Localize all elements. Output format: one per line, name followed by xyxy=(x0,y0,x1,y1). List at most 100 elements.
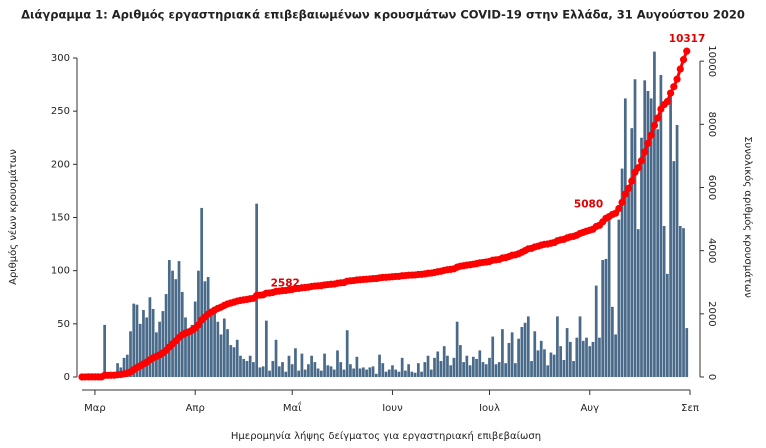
bar xyxy=(420,371,423,377)
bar xyxy=(672,161,676,377)
bar xyxy=(232,347,236,377)
y-tick-label: 250 xyxy=(51,106,70,117)
bar xyxy=(151,308,155,377)
bar xyxy=(653,51,656,378)
y2-tick-label: 2000 xyxy=(706,301,717,326)
bar xyxy=(578,316,582,377)
bar xyxy=(300,353,304,377)
y-tick-label: 150 xyxy=(51,213,70,224)
bar xyxy=(132,303,136,377)
bar xyxy=(219,334,223,377)
bar xyxy=(303,369,307,377)
y-tick-label: 100 xyxy=(51,266,70,277)
bar xyxy=(116,363,119,377)
bar xyxy=(614,334,617,377)
bar xyxy=(436,351,440,377)
bar xyxy=(439,361,443,377)
bar xyxy=(594,285,598,377)
bar xyxy=(397,371,401,377)
bar xyxy=(604,258,608,377)
bar xyxy=(507,342,511,377)
bar xyxy=(255,203,258,377)
bar xyxy=(290,364,294,377)
bar xyxy=(374,373,378,377)
bar xyxy=(426,355,430,377)
point xyxy=(647,131,655,139)
point xyxy=(670,83,678,91)
y-tick-label: 50 xyxy=(57,319,70,330)
bar xyxy=(378,354,381,377)
bar xyxy=(494,364,498,377)
bar xyxy=(349,364,352,377)
bar xyxy=(271,361,275,377)
value-label: 2582 xyxy=(271,277,300,289)
bar xyxy=(184,317,187,377)
bar xyxy=(345,330,349,377)
bar xyxy=(274,339,278,377)
bar xyxy=(122,357,126,377)
bar xyxy=(636,229,640,377)
bar xyxy=(481,362,485,377)
bar xyxy=(193,301,197,377)
bar xyxy=(491,336,495,377)
x-tick-label: Ιουν xyxy=(382,403,403,414)
y2-tick-label: 4000 xyxy=(706,238,717,263)
bar xyxy=(239,355,242,377)
bar xyxy=(352,368,356,377)
bar xyxy=(371,366,375,377)
bar xyxy=(210,310,213,377)
bar xyxy=(488,357,491,377)
bar xyxy=(203,281,207,377)
bar xyxy=(190,324,194,377)
bar xyxy=(404,370,407,377)
bar xyxy=(617,219,621,377)
bar xyxy=(611,306,614,377)
bar xyxy=(675,124,679,378)
bar xyxy=(452,357,456,377)
bar xyxy=(394,369,398,377)
bar xyxy=(248,355,252,377)
bar xyxy=(319,370,323,377)
bar xyxy=(643,80,647,377)
point xyxy=(621,190,629,198)
point xyxy=(615,204,623,213)
bar xyxy=(216,321,220,377)
bar xyxy=(633,79,637,378)
bar xyxy=(446,355,449,377)
bar xyxy=(142,310,145,377)
bar xyxy=(572,361,575,377)
bar xyxy=(656,129,660,377)
bar xyxy=(268,370,271,377)
point xyxy=(641,148,649,156)
y-axis-label: Αριθμός νέων κρουσμάτων xyxy=(7,149,19,285)
y-tick-label: 0 xyxy=(64,372,70,383)
bar xyxy=(666,273,669,377)
bar xyxy=(449,365,453,377)
bar xyxy=(575,337,579,377)
point xyxy=(634,164,642,172)
bar xyxy=(543,349,546,377)
bar xyxy=(138,323,142,377)
bar xyxy=(517,338,520,377)
chart-title: Διάγραμμα 1: Αριθμός εργαστηριακά επιβεβ… xyxy=(21,8,745,22)
y2-tick-label: 0 xyxy=(706,374,717,380)
point xyxy=(679,55,688,64)
bar xyxy=(226,329,229,377)
x-tick-label: Μαΐ xyxy=(283,400,302,414)
bar xyxy=(261,366,265,377)
point xyxy=(666,89,675,97)
y2-tick-label: 8000 xyxy=(706,112,717,137)
bar xyxy=(206,277,210,377)
bar xyxy=(336,350,339,377)
point xyxy=(673,75,681,83)
bar xyxy=(287,355,291,377)
bar xyxy=(662,226,666,377)
bar xyxy=(355,356,359,377)
bar xyxy=(174,279,178,377)
bar xyxy=(362,367,365,377)
bar xyxy=(562,359,566,377)
y-tick-label: 200 xyxy=(51,159,70,170)
bar xyxy=(242,358,246,377)
bar xyxy=(384,371,388,377)
bar xyxy=(478,350,482,377)
